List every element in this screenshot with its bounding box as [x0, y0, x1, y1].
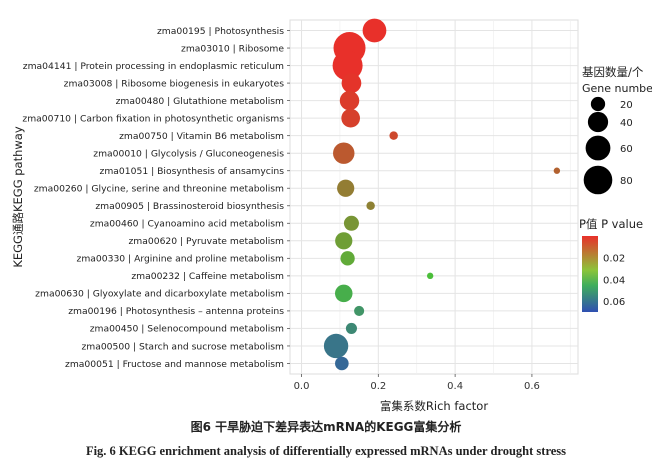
- size-legend-swatch: [590, 96, 606, 112]
- bubble-point: [389, 131, 398, 140]
- color-legend-label: 0.02: [603, 254, 625, 265]
- bubble-point: [332, 50, 363, 81]
- y-tick-label: zma00010 | Glycolysis / Gluconeogenesis: [93, 148, 284, 159]
- size-legend-label: 80: [620, 176, 633, 187]
- y-axis-title: KEGG通路KEGG pathway: [11, 126, 25, 268]
- y-tick-label: zma00260 | Glycine, serine and threonine…: [34, 184, 284, 195]
- y-tick-label: zma00710 | Carbon fixation in photosynth…: [22, 113, 284, 124]
- bubble-point: [334, 284, 353, 303]
- bubble-point: [366, 201, 375, 210]
- bubble-point: [335, 232, 353, 250]
- y-tick-label: zma00480 | Glutathione metabolism: [116, 96, 284, 107]
- size-legend-title-cn: 基因数量/个: [582, 65, 644, 79]
- x-tick-label: 0.4: [447, 381, 463, 392]
- bubble-point: [345, 322, 357, 334]
- bubble-point: [362, 18, 387, 43]
- plot-panel: [289, 19, 579, 375]
- y-tick-label: zma00620 | Pyruvate metabolism: [128, 236, 284, 247]
- y-tick-label: zma00196 | Photosynthesis – antenna prot…: [68, 306, 284, 317]
- size-legend-swatch: [587, 111, 609, 133]
- color-legend-label: 0.04: [603, 275, 625, 286]
- y-tick-label: zma00195 | Photosynthesis: [157, 26, 284, 37]
- bubble-point: [339, 90, 360, 111]
- bubble-point: [340, 251, 355, 266]
- x-tick-label: 0.6: [524, 381, 540, 392]
- figure-caption-en: Fig. 6 KEGG enrichment analysis of diffe…: [85, 444, 567, 458]
- color-legend-label: 0.06: [603, 297, 625, 308]
- bubble-point: [341, 108, 361, 128]
- size-legend-swatch: [585, 135, 611, 161]
- y-tick-label: zma03008 | Ribosome biogenesis in eukary…: [64, 78, 285, 89]
- x-axis-title: 富集系数Rich factor: [380, 399, 488, 413]
- size-legend-label: 60: [620, 144, 633, 155]
- y-tick-label: zma00460 | Cyanoamino acid metabolism: [90, 219, 284, 230]
- bubble-point: [553, 167, 561, 174]
- bubble-point: [354, 305, 365, 316]
- bubble-point: [426, 272, 434, 280]
- color-legend-title: P值 P value: [579, 217, 643, 231]
- figure-caption-cn: 图6 干旱胁迫下差异表达mRNA的KEGG富集分析: [190, 420, 462, 434]
- bubble-point: [323, 333, 349, 359]
- size-legend-swatch: [583, 165, 613, 195]
- y-tick-label: zma03010 | Ribosome: [181, 43, 284, 54]
- color-legend-bar: [582, 236, 598, 312]
- y-tick-label: zma00750 | Vitamin B6 metabolism: [119, 131, 284, 142]
- size-legend-title-en: Gene number: [582, 82, 652, 95]
- bubble-point: [341, 73, 362, 93]
- y-tick-label: zma00630 | Glyoxylate and dicarboxylate …: [35, 289, 284, 300]
- y-tick-label: zma00450 | Selenocompound metabolism: [90, 324, 284, 335]
- y-tick-label: zma01051 | Biosynthesis of ansamycins: [100, 166, 285, 177]
- x-tick-label: 0.2: [370, 381, 386, 392]
- size-legend-label: 40: [620, 118, 633, 129]
- y-tick-label: zma00500 | Starch and sucrose metabolism: [81, 341, 284, 352]
- bubble-point: [335, 356, 349, 371]
- y-tick-label: zma00051 | Fructose and mannose metaboli…: [65, 359, 284, 370]
- bubble-point: [337, 179, 355, 197]
- bubble-point: [343, 215, 359, 231]
- y-tick-label: zma00232 | Caffeine metabolism: [131, 271, 284, 282]
- size-legend-label: 20: [620, 100, 633, 111]
- x-tick-label: 0.0: [294, 381, 310, 392]
- y-tick-label: zma00330 | Arginine and proline metaboli…: [77, 254, 285, 265]
- bubble-point: [333, 142, 355, 164]
- y-tick-label: zma04141 | Protein processing in endopla…: [23, 61, 284, 72]
- y-tick-label: zma00905 | Brassinosteroid biosynthesis: [95, 201, 284, 212]
